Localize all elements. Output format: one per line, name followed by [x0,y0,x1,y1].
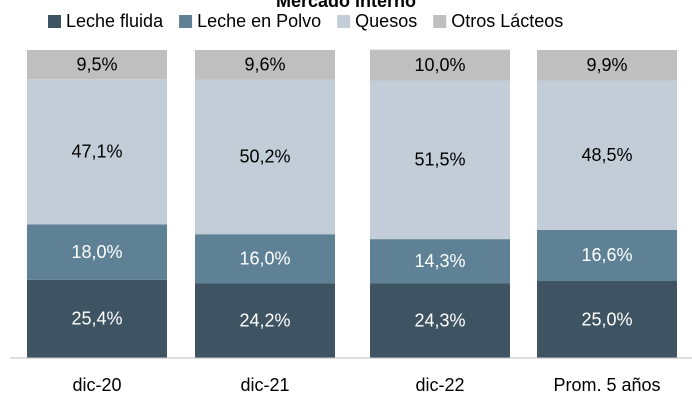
data-label: 24,2% [239,310,290,330]
data-label: 18,0% [71,242,122,262]
data-label: 16,0% [239,249,290,269]
data-label: 47,1% [71,142,122,162]
bar-segment [370,283,510,358]
bar-segment [195,50,335,80]
chart-title: Mercado interno [276,0,416,11]
x-tick-label: Prom. 5 años [553,375,660,395]
bar-segment [537,80,677,230]
bar-segment [370,49,510,81]
legend-swatch [179,15,193,28]
data-label: 50,2% [239,147,290,167]
data-label: 25,0% [581,309,632,329]
data-label: 9,9% [586,55,627,75]
legend-swatch [433,15,447,28]
data-label: 24,3% [414,310,465,330]
data-label: 16,6% [581,245,632,265]
bar-segment [370,80,510,240]
bar-segment [195,234,335,284]
bar-segment [370,239,510,284]
legend-label: Leche en Polvo [197,11,321,31]
bar-segment [27,79,167,225]
bar-segment [27,224,167,280]
bar-segment [537,50,677,81]
bar-segment [27,50,167,80]
bar-segment [195,79,335,235]
data-label: 48,5% [581,145,632,165]
legend-label: Quesos [355,11,417,31]
data-label: 25,4% [71,309,122,329]
bar-segment [27,279,167,358]
data-label: 10,0% [414,55,465,75]
x-tick-label: dic-20 [72,375,121,395]
x-tick-label: dic-22 [415,375,464,395]
data-label: 51,5% [414,150,465,170]
data-label: 9,5% [76,54,117,74]
legend-label: Leche fluida [66,11,164,31]
bar-segment [195,283,335,358]
bar-segment [537,229,677,281]
legend-swatch [337,15,351,28]
data-label: 9,6% [244,55,285,75]
legend-swatch [48,15,61,28]
x-tick-label: dic-21 [240,375,289,395]
legend-label: Otros Lácteos [451,11,563,31]
bar-segment [537,281,677,358]
data-label: 14,3% [414,251,465,271]
